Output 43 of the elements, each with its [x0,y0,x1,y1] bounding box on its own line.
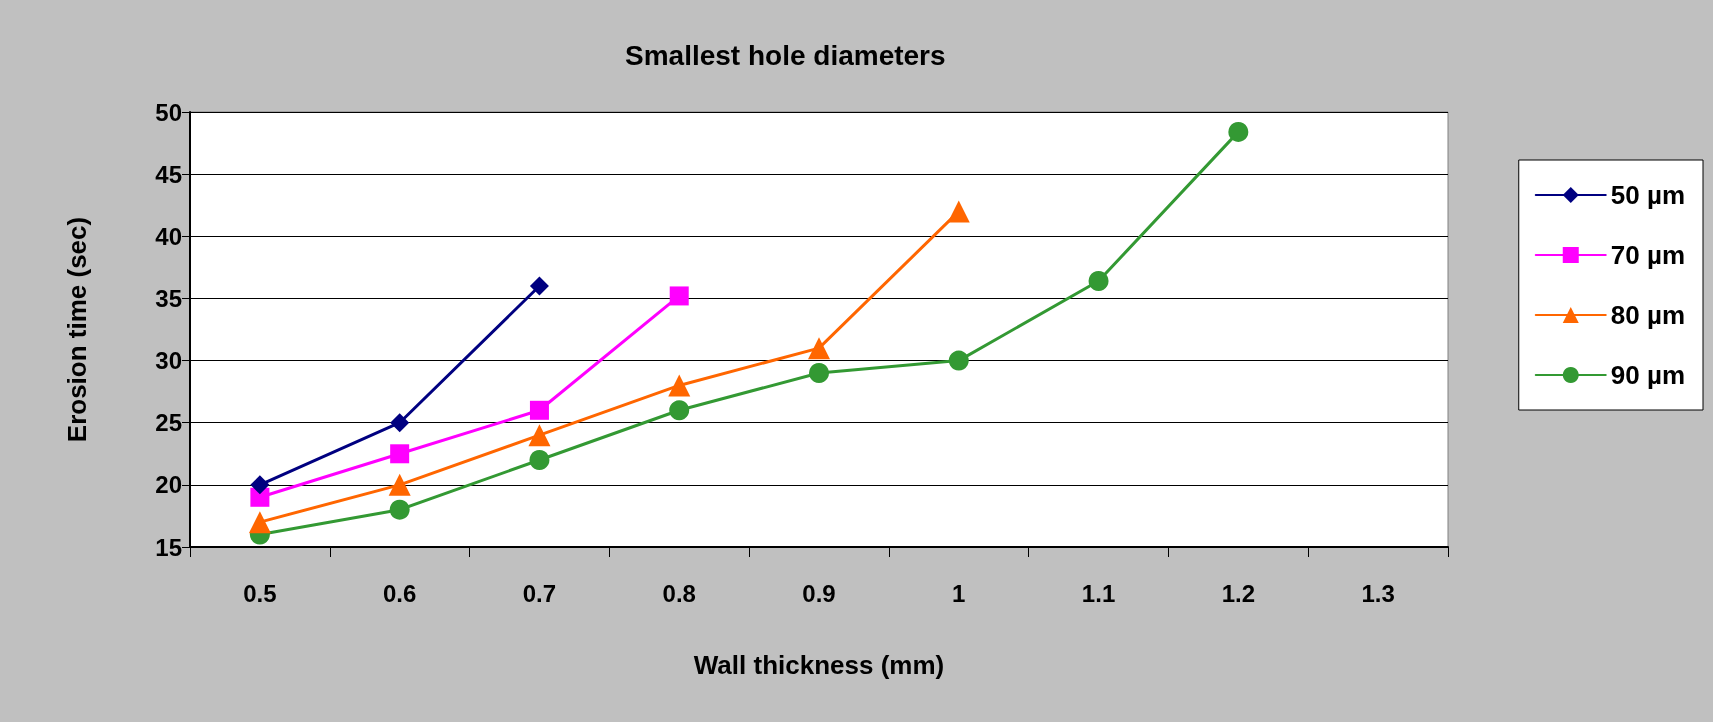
y-tick-label: 35 [155,284,182,312]
legend-label: 80 µm [1610,300,1686,330]
point [390,413,410,433]
point [1228,121,1249,142]
point [388,473,411,496]
x-tick-label: 0.6 [382,579,417,607]
point [529,400,549,420]
x-tick-label: 1.3 [1361,579,1395,607]
chart-title: Smallest hole diameters [625,39,946,71]
y-tick-label: 30 [155,347,182,375]
y-tick-label: 45 [155,160,182,188]
point [948,350,969,371]
point [809,363,829,383]
y-axis-title: Erosion time (sec) [62,216,92,443]
point [669,286,689,306]
point [389,499,410,520]
x-tick-label: 0.8 [662,579,696,607]
point [528,424,551,447]
legend-label: 50 µm [1610,180,1686,210]
point [250,475,270,495]
legend-label: 70 µm [1610,240,1686,270]
x-tick-label: 1.2 [1221,579,1256,607]
x-tick-label: 0.7 [522,579,557,607]
x-tick-label: 1 [952,579,966,607]
y-tick-label: 20 [155,471,182,499]
point [529,450,550,470]
point [1088,271,1109,292]
x-tick-label: 0.5 [243,579,277,607]
point [248,511,271,534]
point [808,337,830,360]
x-tick-label: 0.9 [802,579,836,607]
point [668,374,691,397]
point [529,276,549,296]
point [947,200,970,223]
y-tick-label: 50 [155,98,182,126]
x-axis-title: Wall thickness (mm) [693,650,945,680]
x-tick-label: 1.1 [1081,579,1116,607]
y-tick-label: 40 [155,222,182,250]
point [390,444,410,464]
y-tick-label: 25 [155,409,182,437]
point [669,400,690,421]
y-tick-label: 15 [155,533,182,561]
legend-label: 90 µm [1610,360,1686,390]
